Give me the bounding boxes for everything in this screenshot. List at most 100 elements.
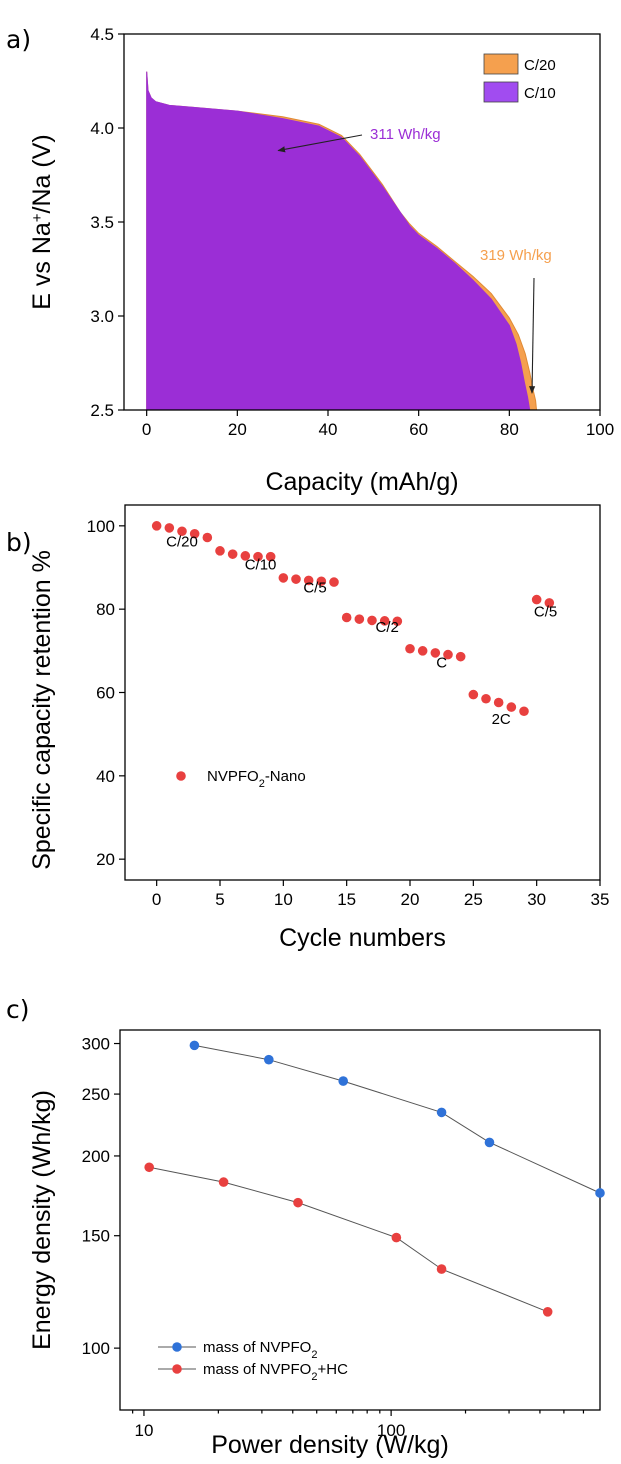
x-tick-label-b: 15 (337, 890, 356, 909)
x-tick-label-a: 40 (319, 420, 338, 439)
legend-marker-c-0 (172, 1342, 182, 1352)
legend-label-b-part: NVPFO (207, 768, 259, 785)
x-axis-title-c: Power density (W/kg) (211, 1431, 449, 1459)
data-point-c-1 (218, 1177, 229, 1187)
legend-label-b: NVPFO2-Nano (207, 768, 306, 790)
y-axis-title-b: Specific capacity retention % (28, 550, 56, 870)
data-point-b (202, 532, 213, 543)
data-point-b (329, 577, 339, 587)
data-point-c-0 (189, 1040, 200, 1051)
rate-label-b: C/10 (245, 557, 277, 574)
data-point-c-1 (293, 1197, 303, 1208)
data-point-b (379, 616, 390, 626)
y-tick-label-c: 300 (82, 1035, 110, 1054)
y-tick-label-c: 150 (82, 1227, 110, 1246)
y-axis-title-a-part: /Na (V) (28, 134, 56, 213)
x-tick-label-a: 80 (500, 420, 519, 439)
x-tick-label-b: 0 (152, 890, 161, 909)
annotation-311: 311 Wh/kg (370, 126, 441, 143)
data-point-b (468, 689, 479, 700)
data-point-b (506, 702, 517, 712)
annotation-arrow-311 (277, 134, 363, 153)
y-axis-title-a-part: E vs Na (28, 222, 56, 310)
legend-label-C-10: C/10 (524, 85, 556, 102)
annotation-319: 319 Wh/kg (480, 247, 552, 264)
legend-marker-c-1 (172, 1364, 182, 1374)
data-point-c-1 (144, 1162, 154, 1173)
data-point-c-1 (436, 1264, 447, 1274)
data-point-b (430, 648, 441, 658)
data-point-b (531, 594, 542, 605)
data-point-c-1 (542, 1307, 553, 1317)
legend-label-c-1: mass of NVPFO2+HC (203, 1361, 348, 1383)
legend-label-c-0: mass of NVPFO2 (203, 1339, 317, 1361)
y-tick-label-b: 100 (87, 517, 115, 536)
y-axis-title-a-sup: + (29, 213, 46, 222)
series-line-c-0 (194, 1044, 601, 1194)
legend-label-b-part: -Nano (265, 768, 306, 785)
y-axis-title-c: Energy density (Wh/kg) (28, 1090, 56, 1350)
y-tick-label-b: 60 (96, 684, 115, 703)
y-tick-label-a: 3.0 (90, 307, 114, 326)
data-point-b (316, 576, 327, 587)
panel-label-c: c) (6, 995, 30, 1024)
data-point-b (291, 574, 301, 584)
y-axis-title-a: E vs Na+/Na (V) (28, 134, 56, 309)
data-point-b (303, 575, 314, 586)
legend-label-c-part: +HC (317, 1361, 348, 1378)
panel-label-a: a) (6, 25, 31, 54)
rate-label-b: 2C (492, 711, 511, 728)
panel-label-b: b) (6, 528, 32, 557)
data-point-b (392, 616, 403, 627)
data-point-c-0 (595, 1188, 605, 1198)
legend-label-c-part: mass of NVPFO (203, 1361, 311, 1378)
data-point-c-0 (436, 1107, 447, 1118)
data-point-b (354, 614, 365, 624)
x-tick-label-b: 10 (274, 890, 293, 909)
chart-panel-b: b) 0 5 10 15 20 25 30 35 20 40 60 80 100 C/20 C/10 C/5 C/… (6, 504, 610, 952)
y-tick-label-a: 4.5 (90, 25, 114, 44)
x-tick-label-a: 100 (586, 420, 614, 439)
data-point-c-0 (338, 1076, 349, 1086)
legend-label-C-20: C/20 (524, 57, 556, 74)
x-tick-label-c: 10 (134, 1421, 153, 1440)
y-tick-label-c: 200 (82, 1147, 110, 1166)
rate-label-b: C (436, 655, 447, 672)
data-point-b (417, 646, 428, 656)
data-point-b (493, 697, 504, 708)
x-tick-label-b: 20 (401, 890, 420, 909)
area-series-C-10 (146, 71, 531, 411)
data-point-b (227, 549, 238, 559)
data-point-b (367, 615, 377, 626)
data-point-b (544, 598, 555, 608)
x-tick-label-c: 100 (377, 1421, 405, 1440)
data-point-b (253, 551, 263, 562)
data-point-b (240, 551, 251, 561)
x-tick-label-b: 35 (591, 890, 610, 909)
x-tick-label-a: 60 (409, 420, 428, 439)
rate-label-b: C/5 (303, 580, 326, 597)
y-tick-label-a: 2.5 (90, 401, 114, 420)
data-point-b (164, 523, 175, 533)
rate-label-b: C/5 (534, 604, 557, 621)
data-point-b (519, 706, 529, 717)
x-tick-label-b: 25 (464, 890, 483, 909)
data-point-b (405, 643, 415, 654)
x-tick-label-b: 30 (527, 890, 546, 909)
y-tick-label-a: 3.5 (90, 213, 114, 232)
data-point-c-0 (264, 1054, 274, 1065)
y-tick-label-b: 40 (96, 767, 115, 786)
data-point-c-0 (484, 1137, 495, 1148)
x-tick-label-a: 0 (142, 420, 151, 439)
x-tick-label-b: 5 (215, 890, 224, 909)
legend-label-c-part: 2 (311, 1371, 317, 1383)
x-axis-title-a: Capacity (mAh/g) (265, 468, 458, 496)
legend-label-c-part: mass of NVPFO (203, 1339, 311, 1356)
rate-label-b: C/2 (376, 619, 399, 636)
data-point-c-1 (391, 1232, 402, 1243)
annotation-arrow-319 (529, 277, 536, 394)
y-tick-label-c: 250 (82, 1085, 110, 1104)
legend-label-b-part: 2 (259, 778, 265, 790)
legend-marker-b (176, 771, 186, 781)
chart-panel-a: a) 0 20 40 60 80 100 2.5 3.0 3.5 4.0 4.5 Capacity (m… (6, 25, 614, 496)
